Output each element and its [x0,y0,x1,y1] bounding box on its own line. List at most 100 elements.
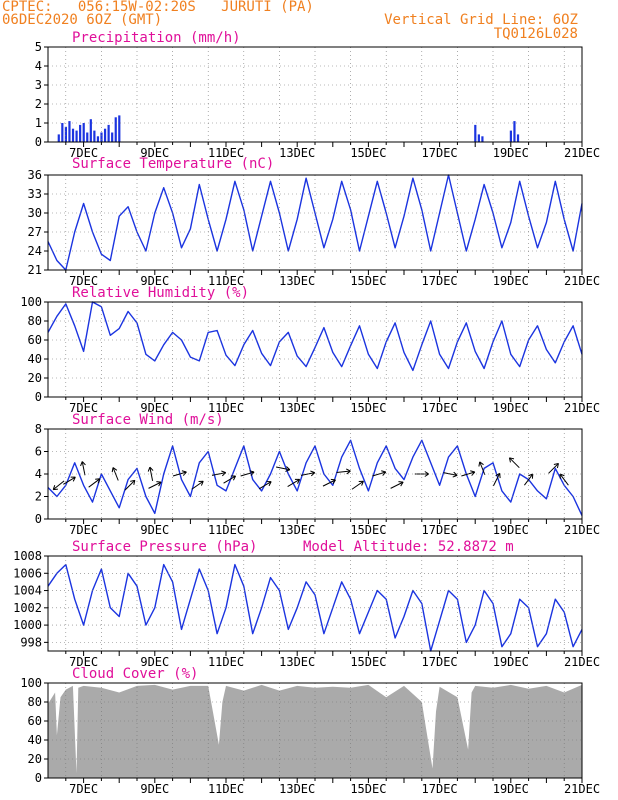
wind-arrow [52,480,65,491]
precip-bar [100,132,103,142]
wind-arrow [461,470,476,477]
cloud-title: Cloud Cover (%) [72,666,198,682]
y-tick-label: 27 [28,225,42,239]
x-tick-label: 9DEC [140,523,169,537]
x-tick-label: 13DEC [279,655,315,669]
precip-bar [474,124,477,142]
precip-panel: 0 1 2 3 4 5 7DEC 9DEC 11DEC 13DEC 15DEC 17DEC 19DEC 2… [35,30,600,160]
press-title: Surface Pressure (hPa) [72,539,257,555]
x-tick-label: 19DEC [493,782,529,796]
y-tick-label: 100 [20,676,42,690]
wind-arrow [287,478,301,488]
precip-bar [107,124,110,142]
x-tick-label: 19DEC [493,655,529,669]
y-tick-label: 60 [28,333,42,347]
y-tick-label: 1004 [13,584,42,598]
rh-title: Relative Humidity (%) [72,285,249,301]
precip-bar [68,121,71,142]
y-tick-label: 1 [35,116,42,130]
x-tick-label: 21DEC [564,655,600,669]
precip-bar [118,115,121,142]
x-tick-label: 9DEC [140,655,169,669]
x-tick-label: 11DEC [208,655,244,669]
precip-bar [71,128,75,142]
precip-bar [513,121,516,142]
wind-arrow [147,466,154,481]
precip-bar [86,132,89,142]
model-code: TQ0126L028 [493,26,578,42]
y-tick-label: 60 [28,714,42,728]
y-tick-label: 2 [35,97,42,111]
y-tick-label: 80 [28,314,42,328]
precip-bar [477,134,480,142]
x-tick-label: 17DEC [422,782,458,796]
precip-bar [114,117,117,142]
x-tick-label: 15DEC [350,401,386,415]
x-tick-label: 19DEC [493,146,529,160]
wind-arrow [336,468,351,475]
x-tick-label: 15DEC [350,523,386,537]
x-tick-label: 21DEC [564,523,600,537]
precip-bar [82,123,85,142]
wind-arrow [548,462,559,474]
y-tick-label: 3 [35,78,42,92]
precip-bar [89,119,92,142]
precip-bar [96,136,100,142]
y-tick-label: 6 [35,445,42,459]
x-tick-label: 9DEC [140,401,169,415]
wind-arrow [191,480,204,490]
y-tick-label: 100 [20,295,42,309]
y-tick-label: 80 [28,695,42,709]
rh-series-line [47,301,583,372]
y-tick-label: 36 [28,168,42,182]
y-tick-label: 24 [28,244,42,258]
wind-arrow [390,481,404,489]
precip-bar [516,134,520,142]
x-tick-label: 15DEC [350,655,386,669]
x-tick-label: 17DEC [422,401,458,415]
precip-title: Precipitation (mm/h) [72,30,241,46]
precip-bar [57,134,60,142]
wind-arrow [223,475,237,484]
y-tick-label: 0 [35,771,42,785]
wind-arrow [258,481,272,490]
y-tick-label: 1000 [13,618,42,632]
temp-title: Surface Temperature (nC) [72,156,274,172]
wind-panel: 0 2 4 6 8 7DEC 9DEC 11DEC 13DEC 15DEC 17DEC 19DEC 21… [35,412,600,537]
precip-bar [75,130,78,142]
wind-arrow [300,470,316,477]
precip-bar [79,124,82,142]
y-tick-label: 40 [28,352,42,366]
x-tick-label: 7DEC [69,523,98,537]
wind-arrow [492,472,501,487]
x-tick-label: 11DEC [208,782,244,796]
x-tick-label: 21DEC [564,146,600,160]
grid-line-info: Vertical Grid Line: 6OZ [384,12,578,28]
station-info: CPTEC: 056:15W-02:20S JURUTI (PA) [2,0,314,15]
wind-arrow [88,478,101,488]
precip-bar [61,123,64,142]
x-tick-label: 11DEC [208,523,244,537]
x-tick-label: 11DEC [208,146,244,160]
precip-bar [103,128,107,142]
wind-arrow [508,457,520,469]
precip-bar [111,132,114,142]
precip-bar [509,130,512,142]
y-tick-label: 8 [35,422,42,436]
wind-arrow [124,479,136,491]
x-tick-label: 9DEC [140,274,169,288]
x-tick-label: 9DEC [140,146,169,160]
y-tick-label: 20 [28,752,42,766]
wind-arrow [80,461,86,476]
x-tick-label: 9DEC [140,782,169,796]
x-tick-label: 21DEC [564,782,600,796]
wind-arrow [111,467,119,481]
y-tick-label: 4 [35,467,42,481]
y-tick-label: 998 [20,635,42,649]
x-tick-label: 19DEC [493,401,529,415]
x-tick-label: 21DEC [564,274,600,288]
y-tick-label: 40 [28,733,42,747]
x-tick-label: 7DEC [69,782,98,796]
y-tick-label: 30 [28,206,42,220]
